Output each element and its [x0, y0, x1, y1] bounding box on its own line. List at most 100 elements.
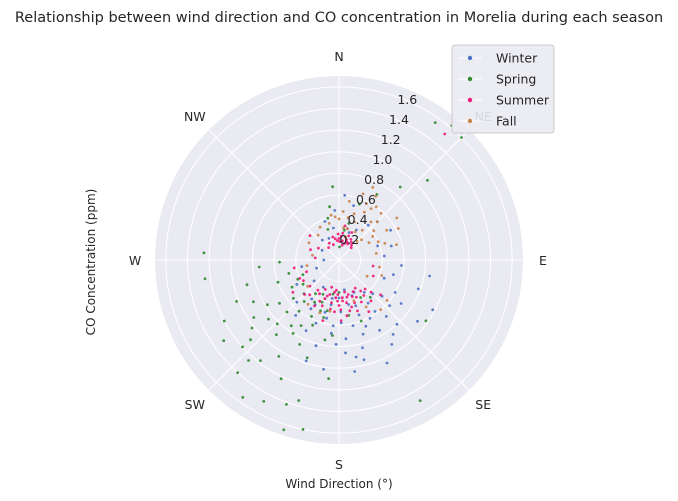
- point-summer-41: [340, 243, 344, 247]
- point-summer-10: [330, 301, 333, 304]
- point-fall-7: [369, 220, 373, 224]
- point-fall-22: [346, 227, 349, 231]
- angular-gridline-sw: [208, 259, 340, 391]
- point-fall-21: [353, 230, 357, 234]
- point-spring-23: [323, 338, 327, 342]
- point-summer-15: [343, 290, 346, 294]
- radial-tick-label-6: 1.2: [381, 132, 401, 147]
- x-axis-label: Wind Direction (°): [285, 477, 392, 491]
- point-spring-50: [358, 202, 361, 206]
- point-spring-64: [297, 399, 301, 402]
- point-fall-48: [365, 202, 368, 206]
- point-summer-49: [291, 290, 295, 294]
- point-spring-54: [326, 216, 330, 220]
- y-axis-label: CO Concentration (ppm): [84, 189, 98, 336]
- point-winter-52: [325, 316, 328, 320]
- point-fall-5: [352, 212, 356, 216]
- point-winter-34: [322, 367, 325, 371]
- point-winter-3: [378, 328, 381, 332]
- direction-label-se: SE: [475, 397, 491, 412]
- point-summer-24: [341, 299, 344, 303]
- point-winter-72: [329, 331, 333, 335]
- point-fall-12: [376, 240, 380, 244]
- point-winter-78: [362, 358, 366, 362]
- point-spring-53: [328, 205, 331, 209]
- point-summer-47: [305, 270, 308, 274]
- point-spring-78: [331, 334, 334, 337]
- radial-tick-label-3: 0.6: [356, 192, 376, 207]
- point-winter-16: [416, 287, 420, 291]
- radial-tick-label-7: 1.4: [389, 112, 409, 127]
- point-spring-27: [311, 323, 314, 327]
- point-summer-40: [347, 234, 351, 238]
- point-spring-55: [338, 245, 341, 249]
- point-spring-75: [301, 273, 305, 276]
- polar-grid: [155, 76, 523, 444]
- point-summer-35: [335, 239, 339, 243]
- point-summer-66: [308, 284, 312, 288]
- point-winter-64: [362, 291, 366, 294]
- point-spring-42: [359, 296, 362, 299]
- point-summer-39: [350, 243, 353, 247]
- point-fall-28: [395, 243, 398, 247]
- point-summer-8: [345, 301, 348, 304]
- point-summer-68: [345, 314, 349, 318]
- series-fall: [305, 186, 400, 315]
- point-summer-48: [313, 256, 317, 260]
- point-fall-30: [378, 265, 381, 269]
- point-spring-17: [266, 303, 269, 307]
- point-spring-52: [342, 228, 346, 232]
- point-fall-47: [395, 216, 399, 220]
- point-winter-30: [312, 279, 316, 283]
- point-summer-69: [336, 299, 339, 303]
- point-summer-17: [330, 285, 334, 289]
- point-spring-16: [276, 280, 280, 284]
- point-summer-29: [341, 239, 344, 243]
- point-summer-55: [308, 293, 312, 297]
- point-winter-75: [330, 297, 334, 300]
- point-spring-22: [305, 356, 309, 360]
- point-spring-28: [322, 316, 325, 319]
- point-spring-60: [250, 326, 254, 330]
- point-summer-67: [313, 304, 316, 308]
- point-fall-0: [371, 186, 375, 189]
- point-summer-77: [371, 264, 375, 268]
- point-summer-58: [339, 319, 343, 322]
- point-winter-53: [339, 310, 343, 314]
- point-winter-68: [368, 316, 372, 320]
- point-spring-13: [257, 265, 261, 269]
- point-fall-44: [316, 233, 320, 237]
- point-spring-32: [287, 272, 291, 275]
- angular-gridline-se: [338, 259, 470, 391]
- point-fall-26: [379, 211, 383, 215]
- radial-tick-label-5: 1.0: [372, 152, 392, 167]
- point-spring-14: [202, 251, 206, 255]
- point-summer-12: [318, 292, 321, 296]
- point-summer-52: [356, 309, 359, 313]
- point-summer-72: [345, 295, 349, 299]
- point-winter-50: [295, 300, 299, 304]
- point-fall-8: [375, 220, 379, 224]
- point-summer-74: [362, 294, 366, 297]
- point-spring-72: [310, 315, 313, 318]
- direction-label-w: W: [129, 253, 141, 268]
- point-fall-46: [396, 227, 400, 230]
- point-spring-66: [241, 345, 244, 349]
- point-fall-29: [374, 252, 378, 255]
- point-winter-66: [361, 332, 365, 336]
- point-fall-33: [385, 299, 389, 302]
- point-spring-29: [292, 296, 295, 300]
- point-fall-20: [327, 222, 331, 225]
- point-winter-48: [300, 265, 304, 268]
- point-summer-0: [443, 132, 447, 136]
- point-winter-37: [390, 343, 394, 346]
- point-summer-16: [335, 288, 338, 292]
- point-summer-43: [332, 243, 335, 247]
- point-spring-39: [337, 291, 341, 294]
- point-spring-74: [301, 282, 305, 286]
- point-winter-27: [320, 248, 324, 252]
- point-summer-9: [337, 304, 341, 307]
- point-winter-13: [373, 310, 377, 313]
- legend-marker-winter: [467, 55, 473, 61]
- point-fall-40: [306, 285, 309, 288]
